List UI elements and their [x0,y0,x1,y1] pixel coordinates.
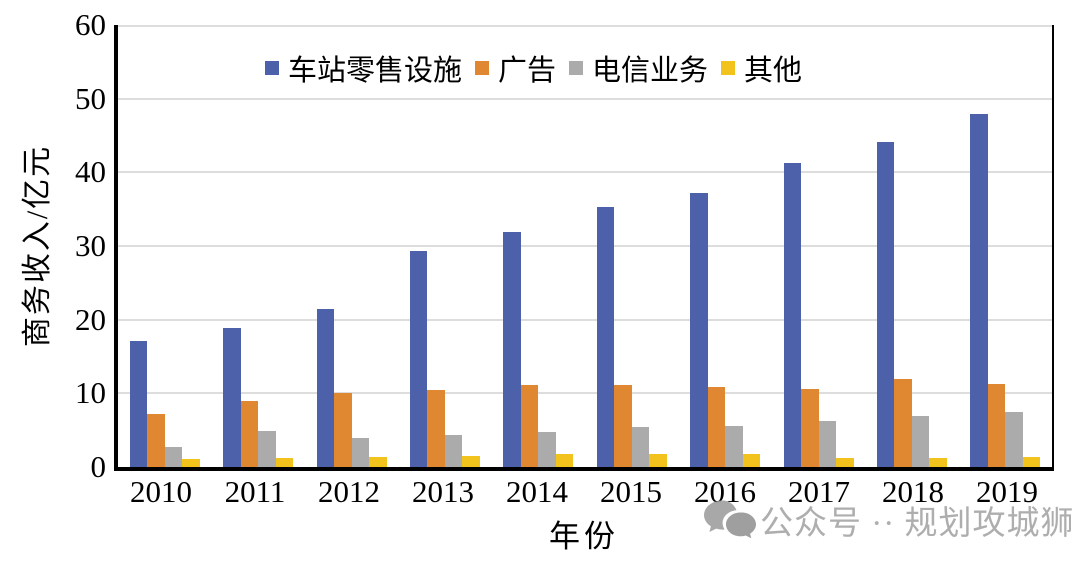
bar-电信业务-2012 [351,438,370,467]
x-tick-label-2019: 2019 [976,474,1038,509]
bar-车站零售设施-2012 [316,309,334,467]
bar-group-2013 [398,25,491,467]
x-axis-title: 年份 [549,519,619,554]
legend: 车站零售设施 广告 电信业务 其他 [265,47,802,89]
x-tick-label-2017: 2017 [788,474,850,509]
bar-其他-2015 [649,454,667,467]
bar-车站零售设施-2019 [970,114,988,467]
y-tick-label-10: 10 [75,375,106,411]
watermark-text: 公众号 ·· 规划攻城狮 [760,506,1075,542]
x-axis-tick-labels: 2010 2011 2012 2013 2014 2015 2016 2017 2018 2019 [114,474,1054,510]
watermark: 公众号 ·· 规划攻城狮 [702,496,1074,544]
gridline-y-10 [118,392,1052,395]
bar-车站零售设施-2014 [503,232,521,467]
bar-车站零售设施-2018 [876,142,895,467]
legend-label: 车站零售设施 [288,55,463,87]
y-tick-label-0: 0 [90,449,107,484]
bar-其他-2012 [369,457,387,467]
legend-label: 广告 [498,55,557,87]
gridline-y-30 [118,245,1052,247]
gridline-y-50 [118,97,1052,100]
bar-广告-2010 [147,414,165,467]
y-tick-label-20: 20 [75,301,106,337]
legend-swatch-icon [721,61,736,75]
bar-车站零售设施-2013 [409,251,428,467]
x-tick-label-2011: 2011 [224,474,286,509]
bar-电信业务-2014 [538,432,556,467]
x-tick-label-2012: 2012 [318,474,380,509]
bar-广告-2013 [427,390,445,467]
wechat-icon [704,500,756,539]
bar-电信业务-2011 [258,431,276,467]
bar-其他-2018 [929,458,947,467]
bar-其他-2017 [836,458,854,467]
bar-电信业务-2019 [1005,412,1023,467]
legend-swatch-icon [569,61,584,75]
x-tick-label-2015: 2015 [600,474,662,509]
bar-group-2017 [772,25,865,467]
bar-广告-2012 [334,393,352,467]
legend-label: 其他 [744,55,803,87]
bar-其他-2019 [1022,457,1041,467]
x-tick-label-2018: 2018 [882,474,944,509]
bar-广告-2019 [987,384,1006,467]
bar-广告-2015 [614,385,632,467]
bar-group-2018 [865,25,958,467]
bar-电信业务-2016 [725,426,743,467]
legend-swatch-icon [475,61,490,75]
y-tick-label-60: 60 [75,7,106,42]
legend-swatch-icon [265,61,279,75]
gridline-y-60 [118,25,1052,27]
bar-group-2012 [305,25,398,467]
bar-其他-2011 [275,458,294,467]
bar-group-2010 [118,25,211,467]
bar-车站零售设施-2011 [223,328,241,467]
x-tick-label-2010: 2010 [130,474,192,509]
x-tick-label-2014: 2014 [506,474,568,509]
bar-其他-2013 [462,456,480,467]
bar-广告-2017 [801,389,819,467]
bar-电信业务-2015 [631,427,650,467]
bar-电信业务-2013 [444,435,463,467]
bar-车站零售设施-2016 [690,193,708,467]
bar-车站零售设施-2017 [783,163,802,467]
legend-label: 电信业务 [592,55,709,87]
bar-其他-2010 [182,459,200,467]
bar-车站零售设施-2015 [596,207,615,467]
bar-广告-2011 [240,401,259,467]
bar-group-2015 [585,25,678,467]
bar-电信业务-2017 [818,421,837,467]
bar-groups [118,25,1052,467]
bar-其他-2014 [555,454,574,467]
gridline-y-20 [118,318,1052,321]
y-tick-label-40: 40 [75,154,106,190]
bar-group-2011 [211,25,304,467]
legend-item-车站零售设施: 车站零售设施 [265,47,462,89]
legend-item-电信业务: 电信业务 [569,47,708,89]
y-tick-label-50: 50 [75,80,106,116]
bar-电信业务-2010 [164,447,183,467]
bar-group-2016 [678,25,771,467]
legend-item-广告: 广告 [475,47,556,89]
bar-广告-2014 [520,385,539,467]
x-tick-label-2013: 2013 [412,474,474,509]
y-axis-tick-labels: 0 10 20 30 40 50 60 [0,9,106,483]
plot-area: 车站零售设施 广告 电信业务 其他 [114,25,1054,471]
y-tick-label-30: 30 [75,228,106,263]
bar-电信业务-2018 [911,416,930,467]
legend-item-其他: 其他 [721,47,802,89]
bar-广告-2016 [707,387,726,467]
bar-group-2014 [492,25,585,467]
bar-group-2019 [959,25,1052,467]
bar-广告-2018 [894,379,912,467]
gridline-y-40 [118,171,1052,174]
bar-其他-2016 [742,454,761,467]
bar-车站零售设施-2010 [129,341,148,467]
